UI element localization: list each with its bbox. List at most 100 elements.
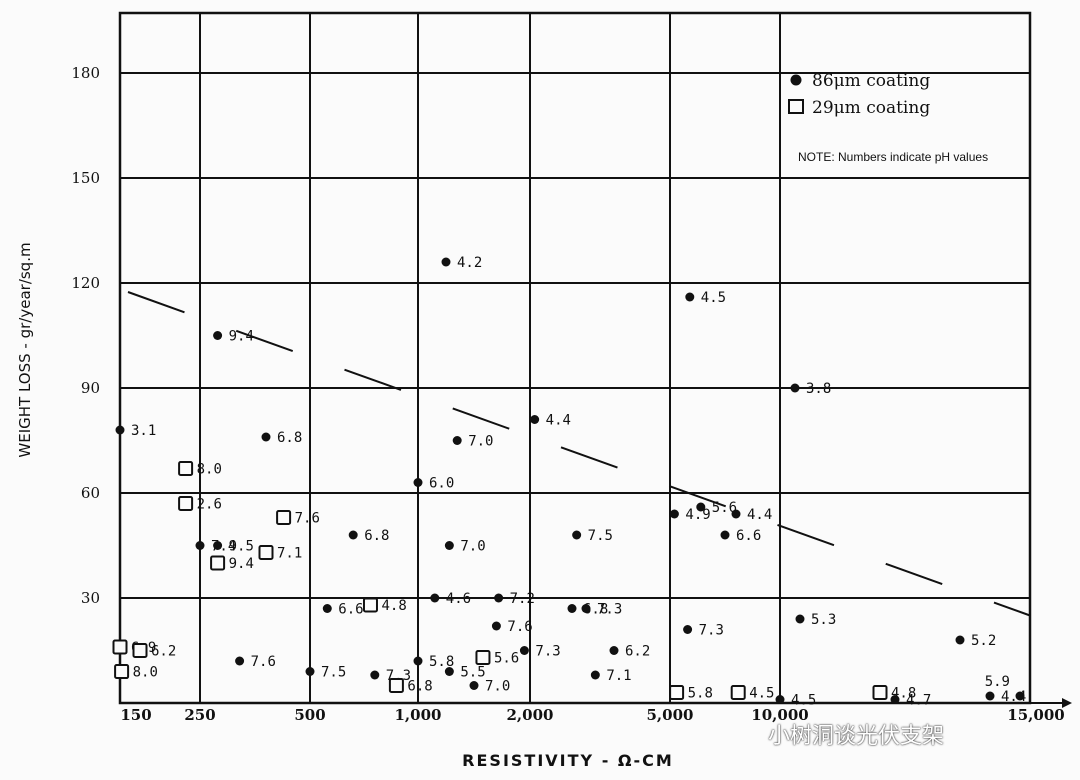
- legend-entry-86um: 86μm coating: [812, 71, 930, 91]
- legend-note: NOTE: Numbers indicate pH values: [798, 150, 988, 164]
- data-point-86um: [590, 670, 600, 680]
- data-point-ph-label: 7.1: [606, 668, 631, 684]
- data-point-86um: [790, 383, 800, 393]
- data-point-29um: [178, 496, 194, 511]
- data-point-ph-label: 4.4: [546, 413, 571, 429]
- data-point-86um: [1015, 691, 1025, 701]
- data-point-29um: [258, 545, 274, 560]
- data-point-86um: [413, 478, 423, 487]
- data-point-29um: [669, 685, 685, 700]
- data-point-ph-label: 5.8: [429, 654, 454, 670]
- y-tick-label: 120: [71, 274, 100, 292]
- data-point-86um: [469, 681, 479, 690]
- watermark: 小树洞谈光伏支架: [768, 724, 945, 749]
- data-point-ph-label: 9.4: [229, 556, 254, 572]
- data-point-29um: [388, 678, 404, 693]
- data-point-29um: [730, 685, 746, 700]
- x-tick-label: 5,000: [647, 706, 694, 724]
- data-point-86um: [720, 530, 730, 540]
- trend-line-dashed: [127, 291, 1031, 617]
- data-point-86um: [370, 670, 380, 680]
- data-point-ph-label: 4.8: [891, 686, 916, 702]
- data-point-ph-label: 8.0: [133, 665, 158, 681]
- y-tick-label: 30: [81, 589, 100, 607]
- data-point-ph-label: 3.1: [131, 423, 156, 439]
- legend-marker-filled-circle: [790, 74, 802, 86]
- data-point-86um: [413, 656, 423, 666]
- data-point-ph-label: 4.5: [749, 686, 774, 702]
- data-point-ph-label: 8.0: [197, 462, 222, 478]
- data-point-86um: [494, 593, 504, 603]
- data-point-ph-label: 7.3: [597, 602, 622, 618]
- legend-entry-29um: 29μm coating: [812, 98, 930, 118]
- data-point-ph-label: 4.8: [381, 598, 406, 614]
- x-axis-ticks: 150 250 500 1,000 2,000 5,000 10,000 15,000: [120, 706, 1064, 724]
- data-point-86um: [669, 509, 679, 519]
- data-point-86um: [609, 646, 619, 655]
- data-point-29um: [132, 643, 148, 658]
- data-point-86um: [572, 530, 582, 540]
- x-tick-label: 250: [184, 706, 215, 724]
- data-point-ph-label: 5.2: [971, 633, 996, 649]
- data-point-86um: [581, 604, 591, 613]
- data-point-29um: [362, 597, 378, 613]
- data-point-ph-label: 7.6: [251, 654, 276, 670]
- data-point-ph-label: 5.5: [460, 665, 485, 681]
- data-point-29um: [112, 639, 128, 655]
- plot-frame: [118, 11, 1032, 705]
- y-axis-ticks: 30 60 90 120 150 180: [71, 64, 100, 607]
- data-point-86um: [444, 667, 454, 676]
- data-point-86um: [491, 621, 501, 631]
- data-point-ph-label: 6.6: [338, 602, 363, 618]
- data-point-29um: [475, 650, 491, 665]
- data-point-86um: [441, 257, 451, 267]
- data-point-86um: [519, 646, 529, 655]
- legend-marker-open-square: [788, 99, 804, 114]
- data-point-86um: [683, 625, 693, 634]
- y-axis-label: WEIGHT LOSS - gr/year/sq.m: [16, 242, 34, 457]
- y-tick-label: 90: [81, 379, 100, 397]
- legend: 86μm coating 29μm coating NOTE: Numbers …: [788, 71, 988, 164]
- data-point-ph-label: 4.5: [701, 290, 726, 306]
- data-point-ph-label: 9.4: [229, 329, 254, 345]
- data-point-29um: [872, 685, 888, 700]
- data-point-ph-label: 4.4: [747, 507, 772, 523]
- x-tick-label: 1,000: [395, 706, 442, 724]
- data-point-ph-label: 4.7: [906, 693, 931, 709]
- data-point-ph-label: 4.2: [457, 255, 482, 271]
- data-point-86um: [795, 614, 805, 624]
- data-point-ph-label: 2.6: [197, 497, 222, 513]
- data-point-29um: [178, 461, 194, 476]
- data-point-86um: [213, 541, 223, 550]
- data-point-ph-label: 6.0: [429, 476, 454, 492]
- x-tick-label: 2,000: [507, 706, 554, 724]
- data-point-29um: [276, 510, 292, 525]
- data-point-ph-label: 7.3: [535, 644, 560, 660]
- data-point-ph-label: 9.5: [229, 539, 254, 555]
- data-point-86um: [261, 432, 271, 442]
- data-point-ph-label: 4.9: [685, 507, 710, 523]
- data-points: 3.17.49.49.57.66.87.56.66.87.36.05.84.64…: [112, 255, 1026, 709]
- data-point-86um: [452, 436, 462, 445]
- data-point-ph-label: 4.5: [791, 693, 816, 709]
- data-point-ph-label: 6.8: [364, 528, 389, 544]
- y-tick-label: 60: [81, 484, 100, 502]
- data-point-ph-label: 6.8: [277, 430, 302, 446]
- data-point-ph-label: 6.2: [625, 644, 650, 660]
- data-point-ph-label: 7.0: [460, 539, 485, 555]
- data-point-ph-label: 4.6: [446, 591, 471, 607]
- data-point-86um: [955, 635, 965, 645]
- data-point-ph-label: 7.6: [507, 619, 532, 635]
- data-point-29um: [114, 664, 130, 679]
- data-point-86um: [322, 604, 332, 613]
- data-point-ph-label: 6.6: [736, 528, 761, 544]
- data-point-86um: [567, 604, 577, 613]
- x-tick-label: 10,000: [751, 706, 808, 724]
- data-point-ph-label: 5.3: [811, 612, 836, 628]
- data-point-86um: [775, 695, 785, 704]
- data-point-ph-label: 7.5: [321, 665, 346, 681]
- data-point-ph-label: 7.3: [699, 623, 724, 639]
- data-point-ph-label: 6.8: [407, 679, 432, 695]
- data-point-86um: [195, 541, 205, 550]
- data-point-86um: [115, 425, 125, 435]
